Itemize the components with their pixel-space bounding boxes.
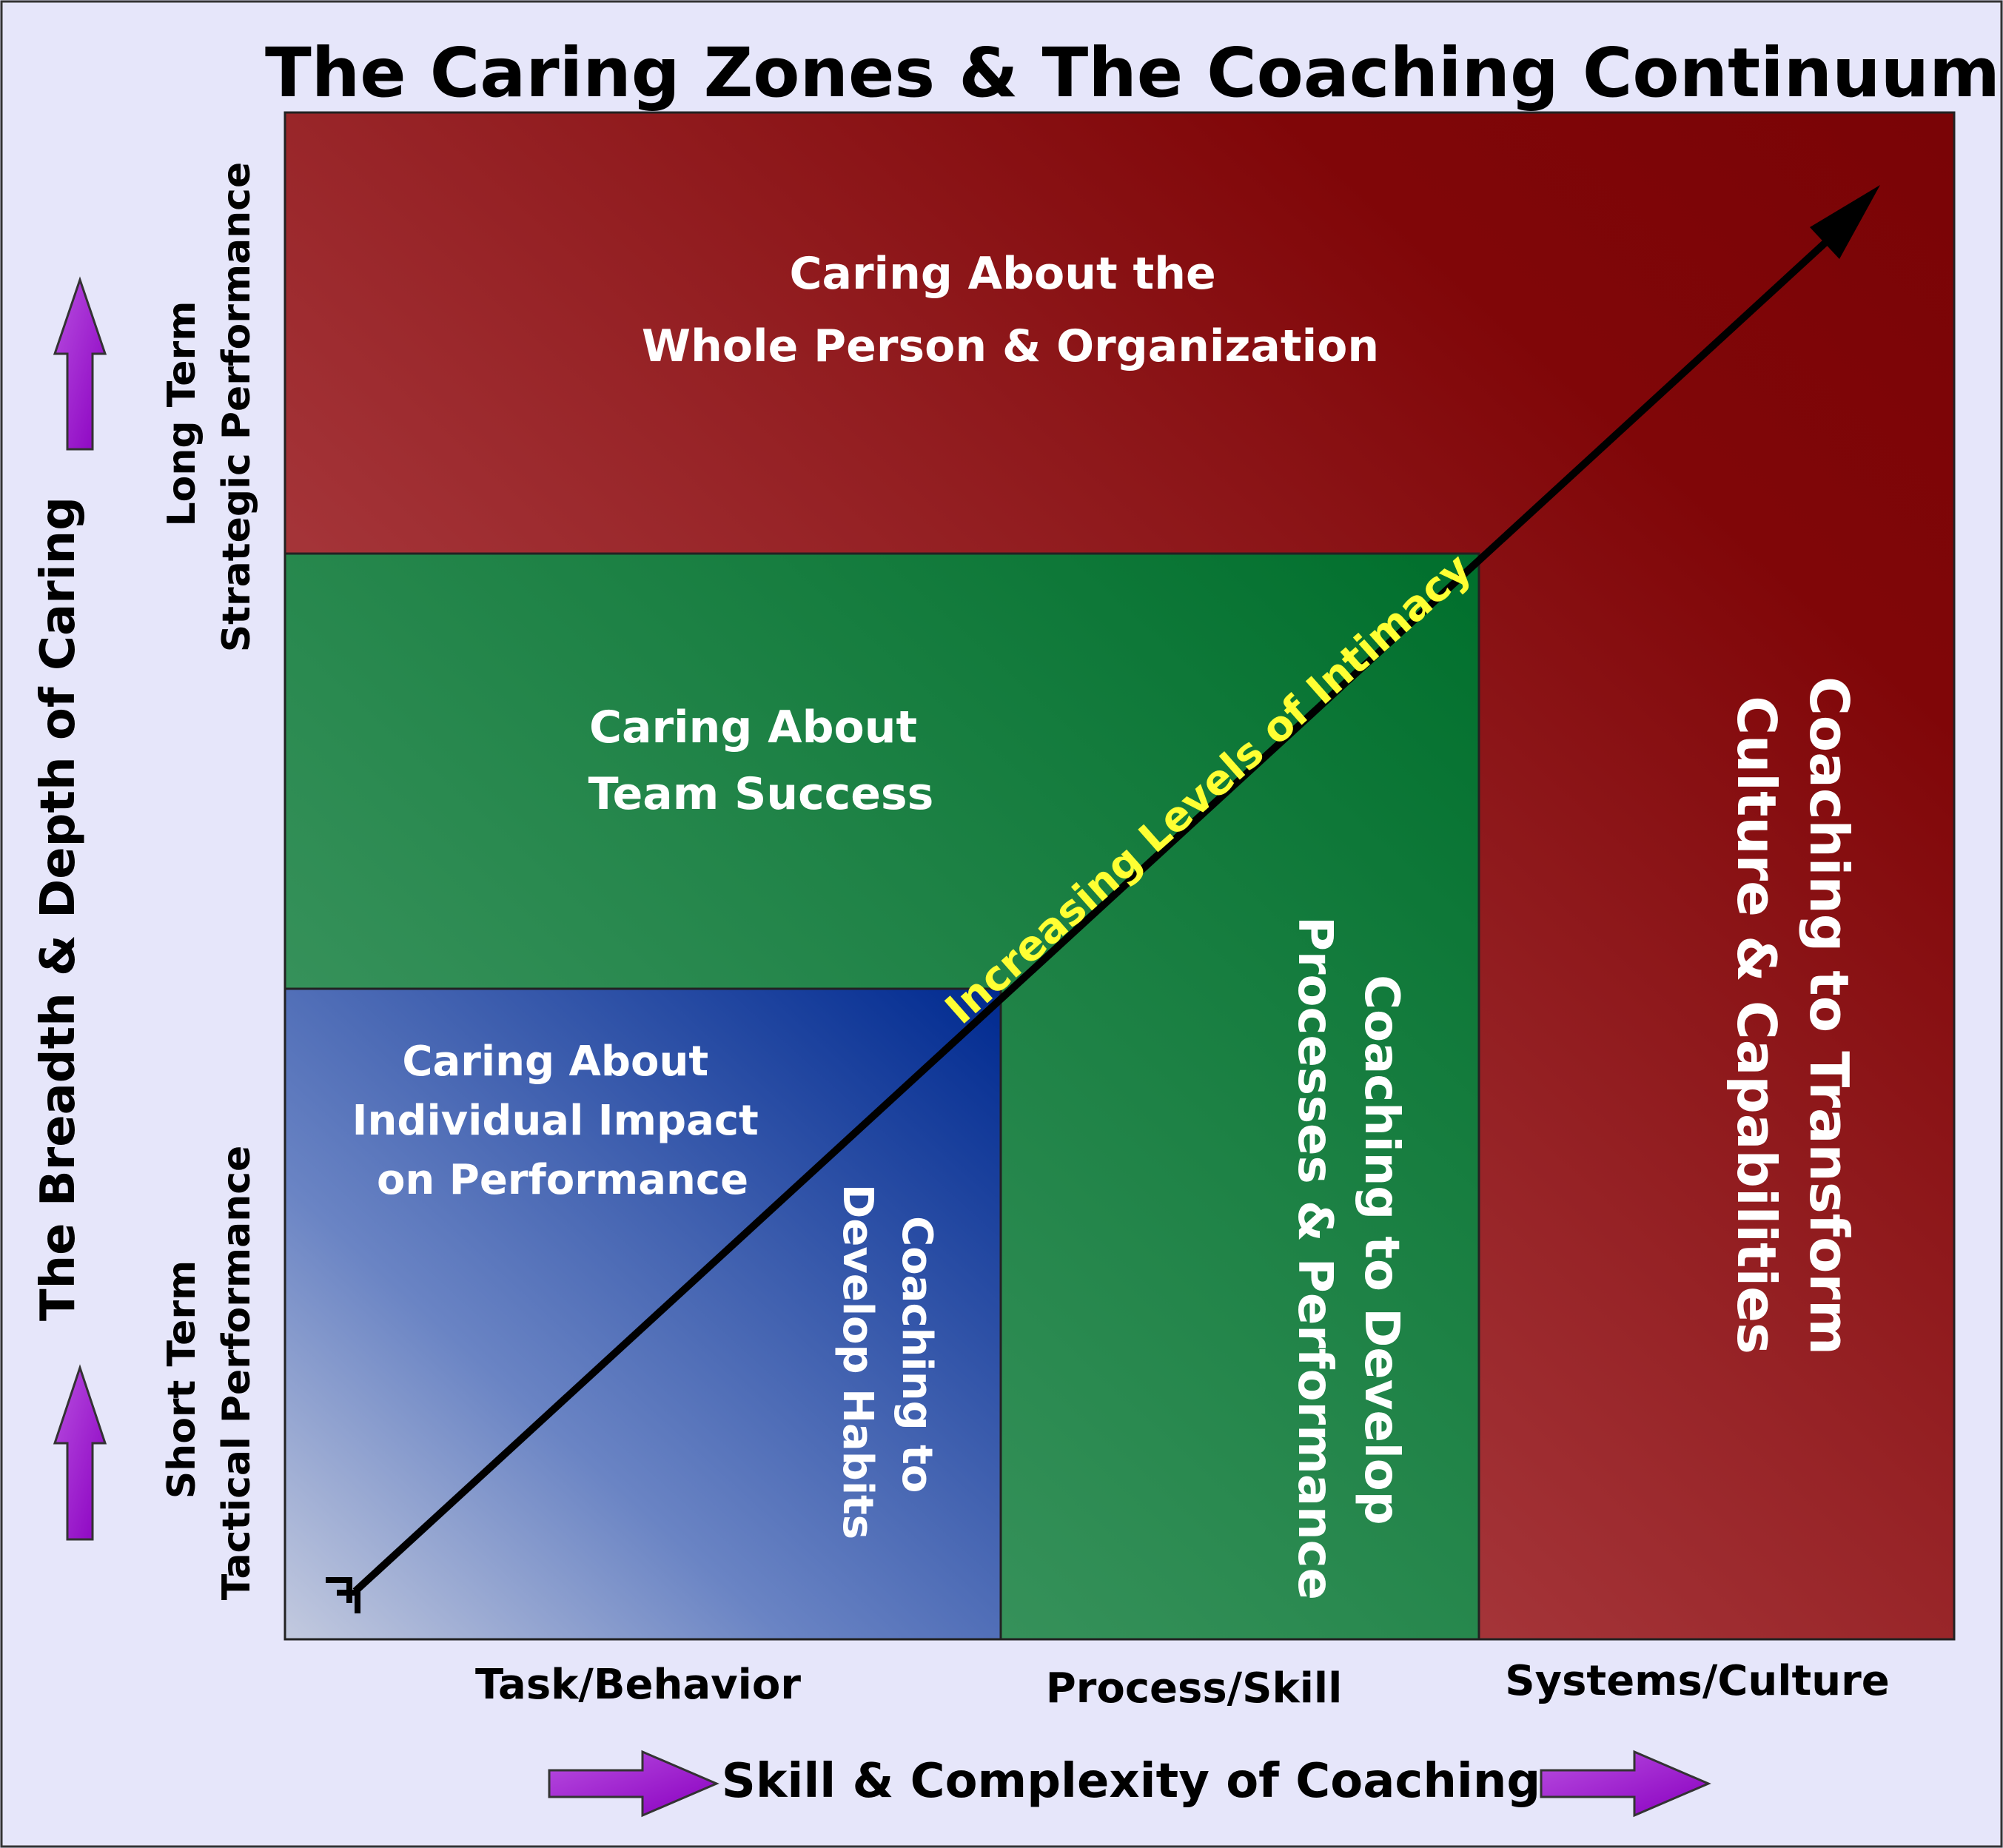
- coaching-habits-line-1: Coaching to: [893, 1216, 941, 1493]
- x-category-systems: Systems/Culture: [1505, 1657, 1889, 1705]
- short-term-line-1: Short Term: [160, 1260, 204, 1499]
- coaching-culture-line-1: Coaching to Transform: [1798, 676, 1860, 1355]
- right-arrow-icon: [1540, 1750, 1711, 1818]
- x-axis-title: Skill & Complexity of Coaching: [722, 1754, 1540, 1809]
- y-axis-title: The Breadth & Depth of Caring: [31, 497, 86, 1321]
- zone-whole-line-1: Caring About the: [789, 248, 1215, 300]
- right-arrow-icon: [548, 1750, 719, 1818]
- short-term-label: Short Term Tactical Performance: [160, 1146, 259, 1601]
- diagonal-arrow-icon: [326, 185, 1880, 1613]
- x-category-task: Task/Behavior: [475, 1661, 801, 1709]
- zone-individual-line-1: Caring About: [402, 1038, 708, 1086]
- coaching-habits-line-2: Develop Habits: [833, 1184, 882, 1539]
- coaching-processes-line-1: Coaching to Develop: [1354, 975, 1409, 1525]
- coaching-culture-line-2: Culture & Capabilities: [1725, 696, 1788, 1354]
- zone-whole-line-2: Whole Person & Organization: [642, 320, 1379, 372]
- up-arrow-icon: [53, 276, 107, 451]
- long-term-label: Long Term Strategic Performance: [160, 162, 259, 653]
- zone-team-label: Caring About Team Success: [588, 702, 934, 820]
- zone-individual-line-3: on Performance: [377, 1156, 748, 1204]
- coaching-processes-line-2: Processes & Performance: [1287, 916, 1342, 1600]
- zone-individual-label: Caring About Individual Impact on Perfor…: [352, 1038, 774, 1204]
- zone-whole-label: Caring About the Whole Person & Organiza…: [642, 248, 1379, 372]
- x-category-process: Process/Skill: [1046, 1664, 1343, 1713]
- zone-individual-impact: [283, 987, 1002, 1641]
- long-term-line-2: Strategic Performance: [215, 162, 259, 653]
- short-term-line-2: Tactical Performance: [215, 1146, 259, 1601]
- coaching-habits-label: Coaching to Develop Habits: [833, 1184, 941, 1539]
- page-title: The Caring Zones & The Coaching Continuu…: [265, 33, 2000, 112]
- zone-team-line-2: Team Success: [588, 768, 934, 820]
- up-arrow-icon: [53, 1364, 107, 1541]
- coaching-culture-label: Coaching to Transform Culture & Capabili…: [1725, 676, 1860, 1374]
- coaching-processes-label: Coaching to Develop Processes & Performa…: [1287, 916, 1409, 1600]
- zone-individual-line-2: Individual Impact: [352, 1097, 759, 1145]
- long-term-line-1: Long Term: [160, 301, 204, 527]
- zone-team-line-1: Caring About: [589, 702, 917, 753]
